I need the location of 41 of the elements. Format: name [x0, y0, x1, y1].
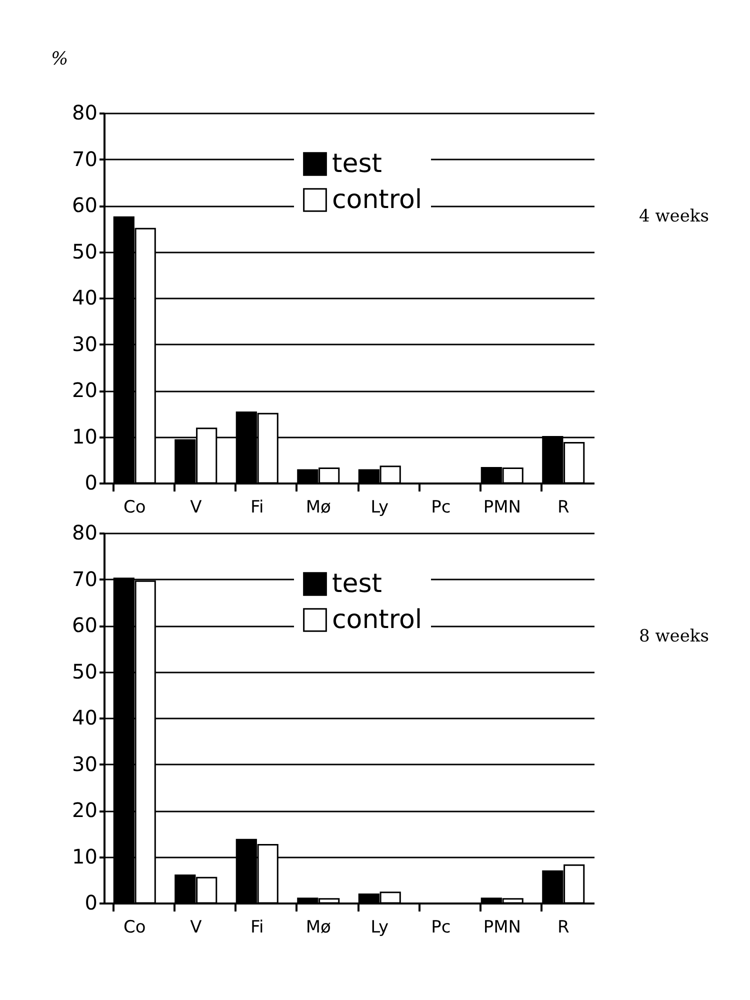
x-tick-label: R: [557, 498, 570, 518]
x-tick-label: Co: [123, 918, 146, 938]
y-tick-label: 0: [84, 470, 98, 494]
y-tick-label: 20: [72, 378, 98, 402]
text: 8 weeks: [639, 626, 709, 647]
y-tick-label: 30: [72, 332, 98, 356]
x-tick-label: PMN: [483, 918, 521, 938]
x-tick-label: Mø: [306, 918, 331, 938]
text: 4 weeks: [639, 206, 709, 227]
y-tick-label: 60: [72, 193, 98, 217]
legend-label: test: [332, 149, 382, 179]
x-tick-label: Fi: [250, 498, 264, 518]
y-tick-label: 40: [72, 286, 98, 310]
y-tick-label: 50: [72, 659, 98, 684]
x-tick-label: PMN: [483, 498, 521, 518]
legend-label: control: [332, 605, 422, 635]
x-tick-label: R: [557, 918, 570, 938]
y-tick-label: 60: [72, 613, 98, 637]
y-tick-label: 30: [72, 752, 98, 776]
x-tick-label: Ly: [370, 918, 389, 938]
x-tick-label: Co: [123, 498, 146, 518]
x-tick-label: Pc: [431, 498, 451, 518]
y-tick-label: 20: [72, 798, 98, 822]
x-tick-label: Mø: [306, 498, 331, 518]
y-tick-label: 40: [72, 706, 98, 730]
y-tick-label: 50: [72, 239, 98, 264]
x-tick-label: Fi: [250, 918, 264, 938]
x-tick-label: V: [190, 918, 202, 938]
x-tick-label: V: [190, 498, 202, 518]
y-tick-label: 80: [72, 520, 98, 544]
y-axis-title: %: [50, 48, 68, 70]
x-tick-label: Ly: [370, 498, 389, 518]
x-tick-label: Pc: [431, 918, 451, 938]
y-tick-label: 70: [72, 146, 98, 171]
y-tick-label: 70: [72, 566, 98, 591]
y-tick-label: 80: [72, 100, 98, 124]
y-tick-label: 10: [72, 844, 98, 868]
y-tick-label: 0: [84, 890, 98, 914]
legend-label: test: [332, 569, 382, 599]
y-tick-label: 10: [72, 424, 98, 448]
legend-label: control: [332, 185, 422, 215]
